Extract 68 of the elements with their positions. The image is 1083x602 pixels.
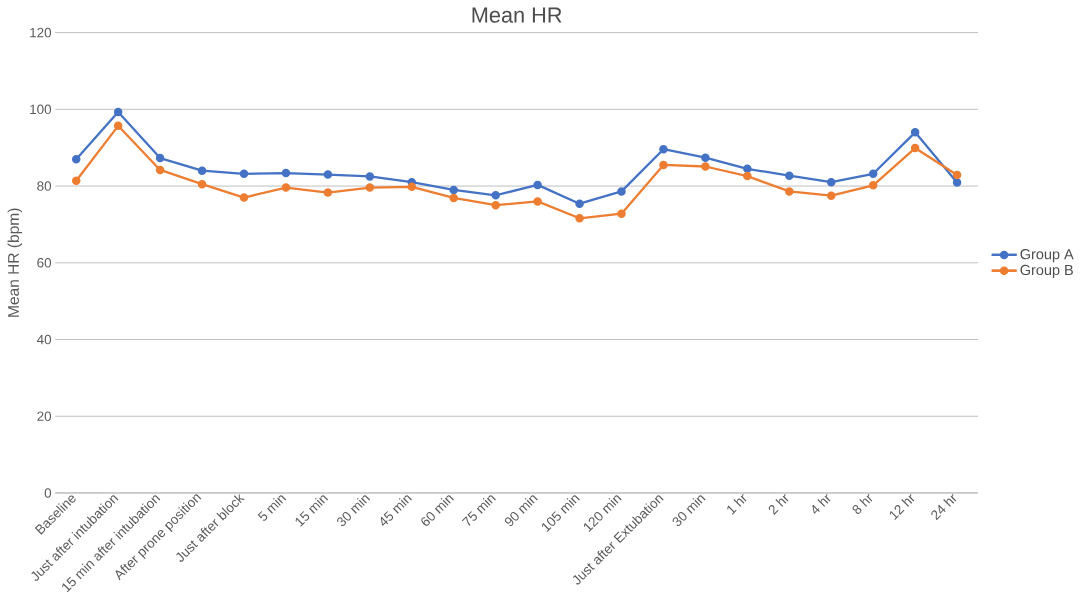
point — [113, 107, 123, 117]
point — [785, 187, 794, 196]
point — [323, 188, 333, 197]
point — [491, 200, 500, 210]
point — [197, 166, 207, 175]
y-axis-title: Mean HR (bpm) — [7, 208, 23, 317]
point — [533, 180, 542, 190]
point — [323, 170, 333, 179]
point — [575, 213, 584, 223]
point — [365, 172, 375, 181]
legend-label: Group A — [1020, 248, 1074, 263]
point — [910, 143, 920, 153]
point — [239, 169, 249, 178]
point — [533, 197, 542, 206]
point — [827, 177, 836, 187]
chart-title: Mean HR — [472, 7, 562, 23]
point — [575, 199, 584, 208]
y-tick-label: 100 — [30, 104, 52, 115]
y-tick-label: 60 — [37, 257, 52, 268]
y-tick-label: 40 — [36, 334, 52, 345]
point — [71, 176, 81, 185]
point — [952, 170, 962, 180]
point — [785, 171, 794, 180]
x-tick-label: 12 hr — [889, 494, 915, 520]
point — [491, 190, 500, 200]
y-tick-label: 20 — [37, 411, 52, 421]
point — [868, 180, 878, 190]
point — [197, 179, 207, 189]
point — [659, 144, 668, 154]
legend-label: Group B — [1020, 264, 1073, 278]
point — [701, 153, 710, 162]
point — [281, 168, 291, 178]
point — [659, 160, 668, 170]
point — [910, 128, 920, 137]
x-tick-label: 75 min — [461, 495, 496, 526]
point — [407, 182, 417, 191]
point — [449, 185, 458, 195]
point — [239, 193, 249, 202]
x-tick-label: 30 min — [672, 495, 706, 527]
point — [701, 162, 710, 171]
x-tick-label: 60 min — [421, 495, 454, 526]
x-tick-label: 105 min — [541, 495, 580, 532]
point — [868, 169, 878, 178]
point — [827, 191, 836, 200]
x-tick-label: 4 hr — [812, 494, 831, 514]
x-tick-label: 5 min — [257, 495, 287, 521]
point — [743, 171, 752, 181]
point — [113, 121, 123, 130]
point — [71, 154, 81, 164]
point — [617, 209, 626, 218]
y-tick-label: 120 — [30, 27, 52, 38]
x-tick-label: 45 min — [380, 495, 412, 526]
x-tick-label: 2 hr — [768, 494, 789, 515]
point — [155, 165, 165, 175]
x-tick-label: 24 hr — [931, 494, 957, 521]
point — [617, 187, 626, 196]
x-tick-label: 90 min — [504, 495, 538, 526]
point — [365, 183, 375, 192]
x-tick-label: 8 hr — [852, 493, 873, 514]
point — [281, 183, 291, 192]
x-tick-label: 1 hr — [727, 494, 747, 515]
point — [449, 193, 458, 203]
point — [743, 164, 752, 173]
x-tick-label: 30 min — [337, 495, 371, 527]
x-tick-label: 15 min — [295, 495, 329, 527]
point — [155, 153, 165, 163]
point — [952, 178, 962, 187]
y-tick-label: 80 — [37, 181, 52, 191]
